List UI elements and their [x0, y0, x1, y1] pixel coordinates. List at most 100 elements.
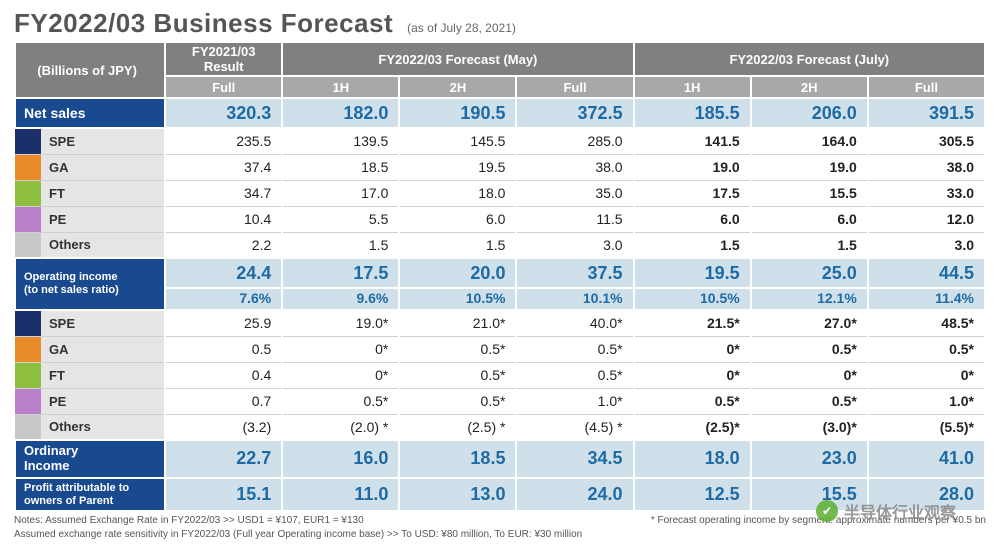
table-cell: 21.5* [634, 310, 751, 336]
table-cell: 0.5* [751, 336, 868, 362]
table-cell: (2.5) * [399, 414, 516, 440]
table-cell: 18.0 [634, 440, 751, 478]
table-cell: 145.5 [399, 128, 516, 154]
table-cell: 1.5 [282, 232, 399, 258]
table-cell: 9.6% [282, 288, 399, 310]
table-cell: 1.5 [751, 232, 868, 258]
note-left-2: Assumed exchange rate sensitivity in FY2… [14, 528, 986, 542]
table-cell: 25.9 [165, 310, 282, 336]
table-cell: 34.5 [516, 440, 633, 478]
segment-label: SPE [15, 310, 165, 336]
table-cell: 12.5 [634, 478, 751, 511]
table-cell: 11.5 [516, 206, 633, 232]
segment-name: Others [41, 415, 164, 440]
segment-color-chip [15, 181, 41, 206]
table-cell: 24.4 [165, 258, 282, 288]
table-cell: 15.5 [751, 180, 868, 206]
segment-name: SPE [41, 311, 164, 336]
group-header: FY2022/03 Forecast (July) [634, 42, 985, 76]
segment-color-chip [15, 363, 41, 388]
segment-name: PE [41, 207, 164, 232]
table-cell: 0.7 [165, 388, 282, 414]
table-cell: 48.5* [868, 310, 985, 336]
table-cell: 0.5* [282, 388, 399, 414]
table-cell: 139.5 [282, 128, 399, 154]
table-cell: 0* [751, 362, 868, 388]
table-cell: 0* [282, 362, 399, 388]
segment-name: Others [41, 233, 164, 258]
table-cell: 0.5* [868, 336, 985, 362]
table-cell: (2.0) * [282, 414, 399, 440]
table-cell: 0.5* [516, 362, 633, 388]
segment-label: Others [15, 232, 165, 258]
table-cell: 19.5 [634, 258, 751, 288]
table-cell: 5.5 [282, 206, 399, 232]
table-cell: 0.5* [634, 388, 751, 414]
table-cell: 0* [868, 362, 985, 388]
table-cell: 18.0 [399, 180, 516, 206]
sub-header: 1H [634, 76, 751, 98]
table-cell: 182.0 [282, 98, 399, 128]
table-cell: 0* [634, 362, 751, 388]
watermark-icon: ✔ [816, 500, 838, 522]
segment-label: GA [15, 154, 165, 180]
note-left-1: Notes: Assumed Exchange Rate in FY2022/0… [14, 514, 364, 528]
table-cell: 0.5* [399, 388, 516, 414]
table-cell: 15.1 [165, 478, 282, 511]
segment-label: PE [15, 206, 165, 232]
table-cell: 41.0 [868, 440, 985, 478]
table-cell: 38.0 [516, 154, 633, 180]
table-cell: 21.0* [399, 310, 516, 336]
table-cell: 10.5% [399, 288, 516, 310]
row-label-profit: Profit attributable toowners of Parent [15, 478, 165, 511]
table-cell: 11.0 [282, 478, 399, 511]
table-cell: (2.5)* [634, 414, 751, 440]
table-cell: 12.1% [751, 288, 868, 310]
table-cell: 19.5 [399, 154, 516, 180]
table-cell: 0.5* [399, 362, 516, 388]
segment-label: SPE [15, 128, 165, 154]
table-cell: 185.5 [634, 98, 751, 128]
page-title: FY2022/03 Business Forecast [14, 8, 393, 39]
table-cell: 305.5 [868, 128, 985, 154]
sub-header: Full [516, 76, 633, 98]
segment-color-chip [15, 415, 41, 440]
segment-label: GA [15, 336, 165, 362]
table-cell: 10.1% [516, 288, 633, 310]
table-cell: 33.0 [868, 180, 985, 206]
table-cell: 13.0 [399, 478, 516, 511]
table-cell: 0.5* [751, 388, 868, 414]
table-cell: 0.5* [516, 336, 633, 362]
sub-header: 2H [399, 76, 516, 98]
forecast-table: (Billions of JPY) FY2021/03Result FY2022… [14, 41, 986, 512]
table-cell: 20.0 [399, 258, 516, 288]
row-label-op-income: Operating income(to net sales ratio) [15, 258, 165, 310]
table-cell: 1.0* [868, 388, 985, 414]
table-cell: 37.5 [516, 258, 633, 288]
table-cell: 6.0 [634, 206, 751, 232]
table-cell: 19.0 [634, 154, 751, 180]
table-cell: 141.5 [634, 128, 751, 154]
table-cell: 40.0* [516, 310, 633, 336]
table-cell: 35.0 [516, 180, 633, 206]
segment-label: PE [15, 388, 165, 414]
table-cell: 0.4 [165, 362, 282, 388]
table-cell: 0.5 [165, 336, 282, 362]
sub-header: Full [165, 76, 282, 98]
table-cell: 25.0 [751, 258, 868, 288]
table-cell: 19.0* [282, 310, 399, 336]
sub-header: Full [868, 76, 985, 98]
asof-text: (as of July 28, 2021) [407, 21, 516, 35]
segment-label: FT [15, 180, 165, 206]
segment-color-chip [15, 207, 41, 232]
table-cell: 3.0 [516, 232, 633, 258]
table-cell: 17.5 [634, 180, 751, 206]
segment-color-chip [15, 311, 41, 336]
table-cell: 44.5 [868, 258, 985, 288]
segment-color-chip [15, 129, 41, 154]
table-cell: 10.4 [165, 206, 282, 232]
table-cell: (3.2) [165, 414, 282, 440]
table-cell: 19.0 [751, 154, 868, 180]
segment-name: SPE [41, 129, 164, 154]
table-cell: 24.0 [516, 478, 633, 511]
